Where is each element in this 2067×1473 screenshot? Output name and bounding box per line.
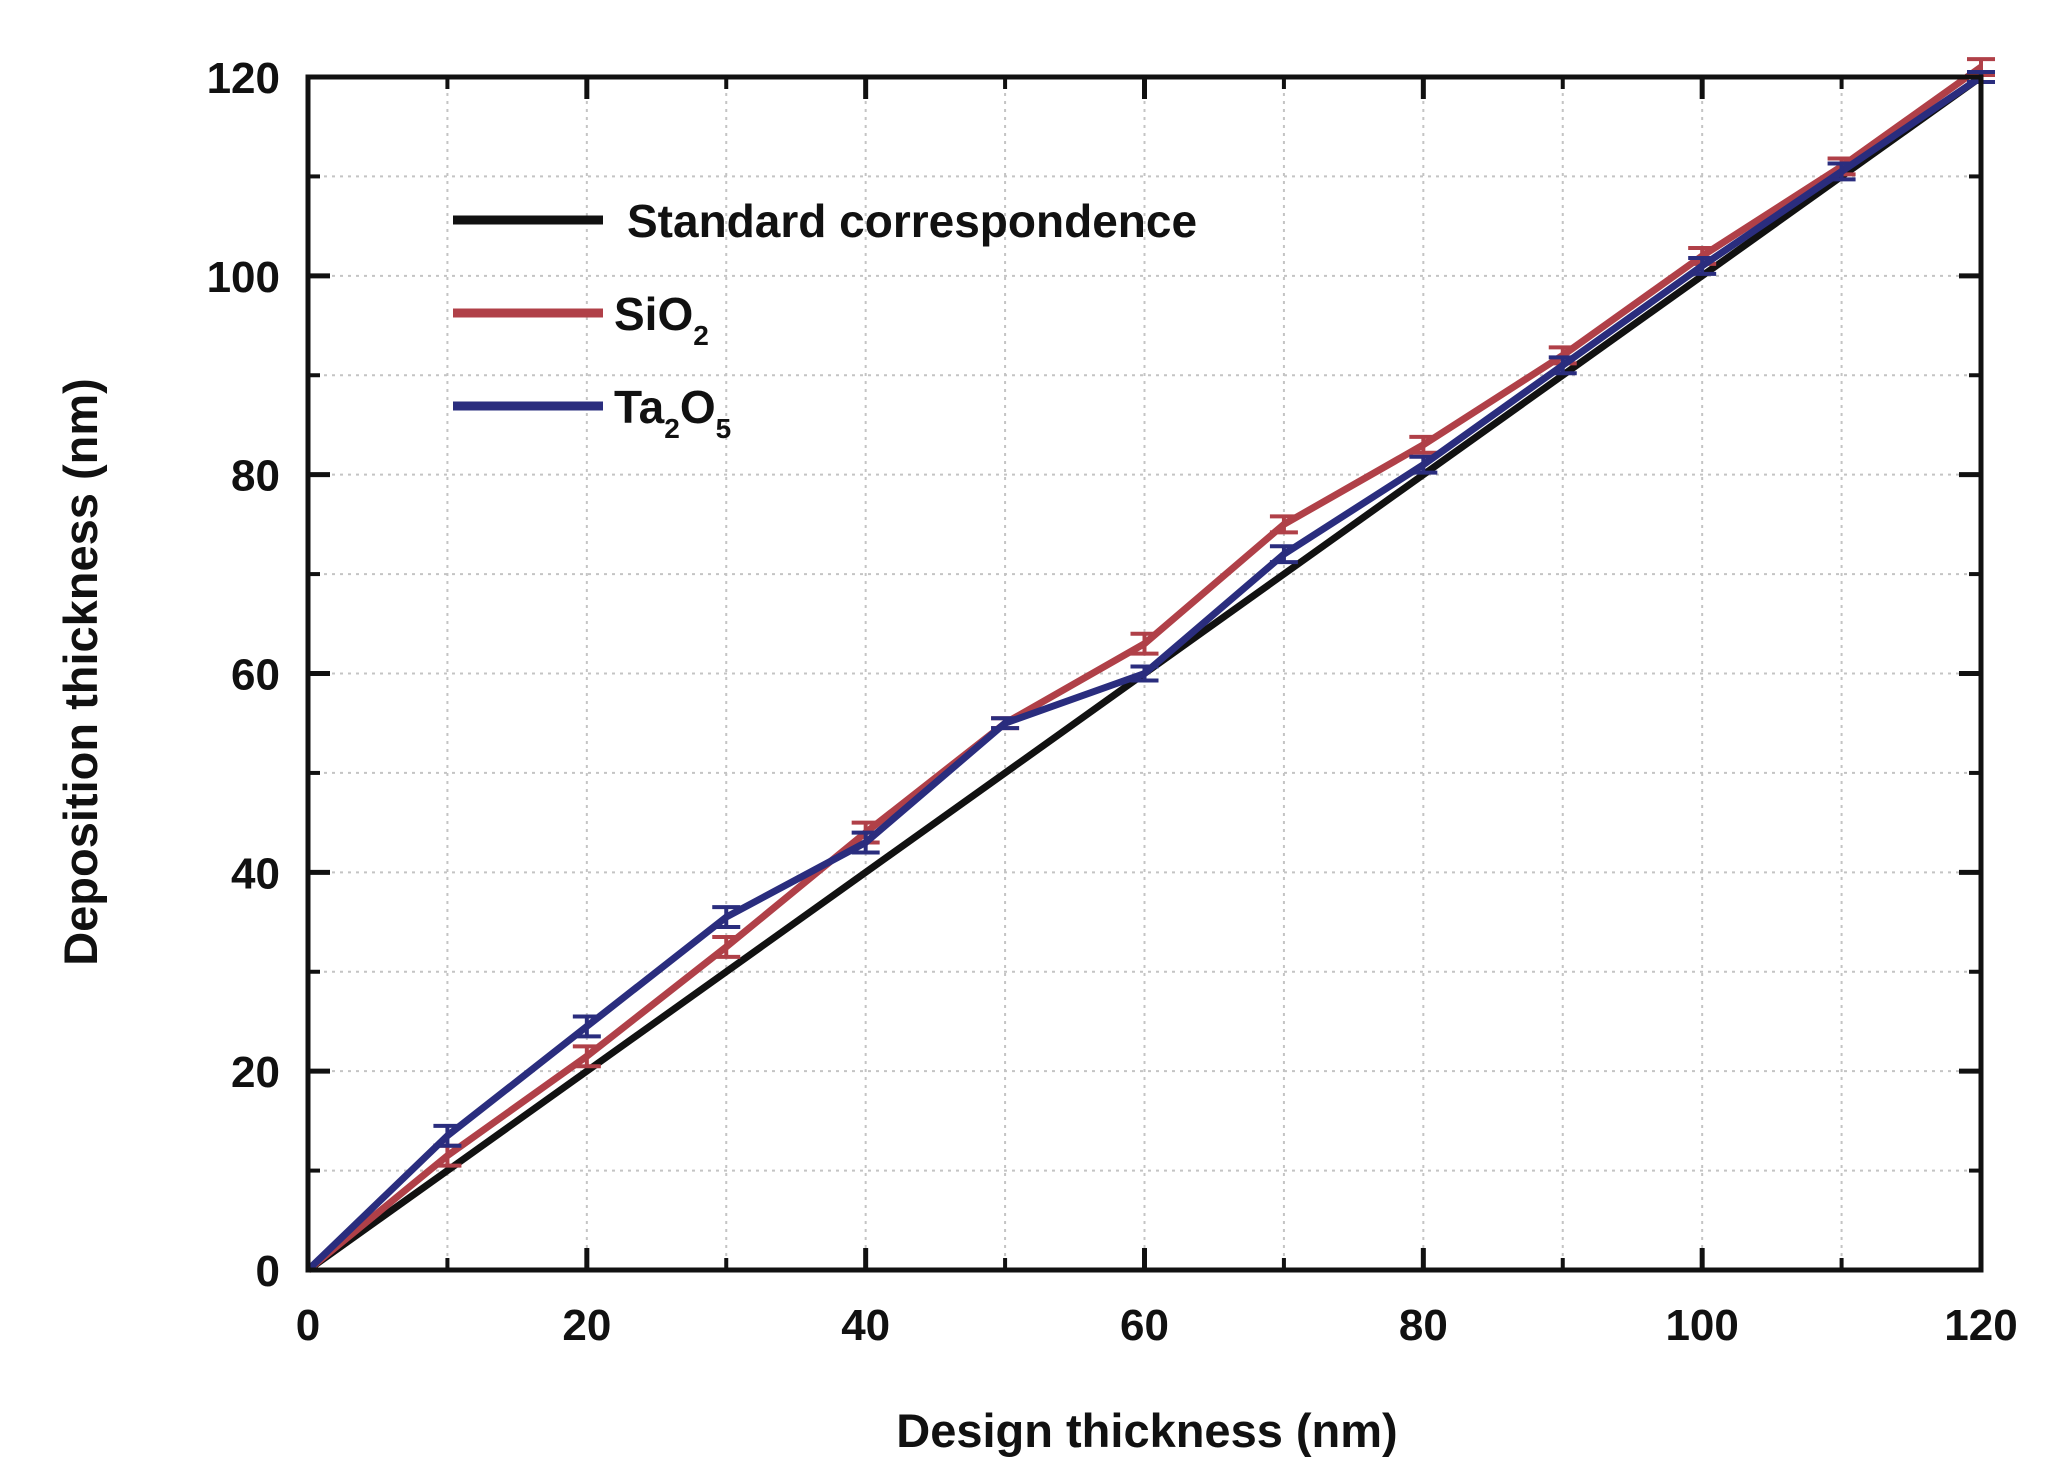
data-point-ta2o5 xyxy=(1700,264,1704,268)
ticks: 0 20 40 60 80 100 120 0 20 40 60 80 100 120 xyxy=(207,54,2018,1350)
x-axis-label: Design thickness (nm) xyxy=(896,1404,1397,1457)
data-point-sio2 xyxy=(1282,522,1286,526)
grid xyxy=(308,77,1981,1270)
data-point-ta2o5 xyxy=(724,915,728,919)
data-point-ta2o5 xyxy=(864,841,868,845)
y-tick-label: 100 xyxy=(207,253,280,302)
x-tick-label: 100 xyxy=(1665,1301,1738,1350)
plot-area xyxy=(305,57,1995,1273)
x-tick-label: 20 xyxy=(562,1301,611,1350)
data-point-ta2o5 xyxy=(1003,721,1007,725)
data-point-sio2 xyxy=(585,1054,589,1058)
data-point-ta2o5 xyxy=(585,1024,589,1028)
y-tick-label: 20 xyxy=(231,1048,280,1097)
y-tick-label: 120 xyxy=(207,54,280,103)
y-tick-label: 60 xyxy=(231,651,280,700)
y-tick-label: 0 xyxy=(256,1247,280,1296)
data-point-ta2o5 xyxy=(1561,363,1565,367)
legend-label-standard: Standard correspondence xyxy=(627,195,1197,247)
data-point-ta2o5 xyxy=(1282,552,1286,556)
legend-label-ta2o5: Ta2O5 xyxy=(614,381,731,444)
x-tick-label: 80 xyxy=(1399,1301,1448,1350)
legend: Standard correspondence SiO2 Ta2O5 xyxy=(453,195,1197,444)
x-tick-label: 60 xyxy=(1120,1301,1169,1350)
legend-label-sio2: SiO2 xyxy=(614,288,709,351)
data-point-sio2 xyxy=(1143,642,1146,646)
x-tick-label: 40 xyxy=(841,1301,890,1350)
y-tick-label: 40 xyxy=(231,849,280,898)
x-tick-label: 120 xyxy=(1944,1301,2017,1350)
data-point-sio2 xyxy=(724,945,728,949)
data-point-ta2o5 xyxy=(445,1134,449,1138)
y-axis-label: Deposition thickness (nm) xyxy=(54,378,107,966)
data-point-sio2 xyxy=(1421,443,1425,447)
y-tick-label: 80 xyxy=(231,452,280,501)
data-point-ta2o5 xyxy=(1840,169,1844,173)
data-point-ta2o5 xyxy=(1421,463,1425,467)
x-tick-label: 0 xyxy=(296,1301,320,1350)
data-point-sio2 xyxy=(445,1154,449,1158)
data-point-ta2o5 xyxy=(1143,672,1146,675)
data-point-sio2 xyxy=(1979,65,1983,69)
